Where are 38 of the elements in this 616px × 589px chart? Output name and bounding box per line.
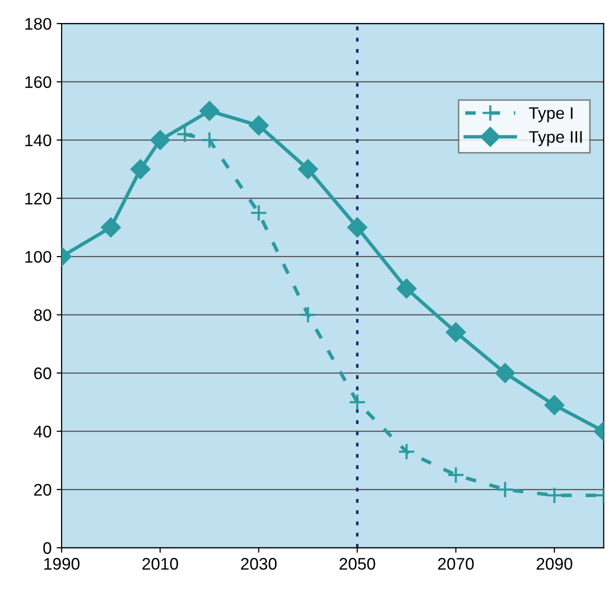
point: [299, 306, 317, 324]
legend-label: Type I: [528, 107, 572, 122]
point: [250, 204, 268, 222]
legend-label: Type III: [528, 131, 582, 146]
y-tick-label: 160: [25, 76, 52, 88]
point: [447, 466, 465, 484]
y-tick-label: 60: [34, 367, 52, 380]
x-tick-label: 2030: [241, 558, 277, 570]
point: [200, 101, 220, 121]
point: [130, 159, 150, 180]
y-tick-label: 80: [34, 309, 52, 321]
point: [298, 159, 318, 180]
x-tick-label: 2090: [536, 558, 572, 570]
x-tick-label: 2010: [142, 558, 178, 570]
y-tick-label: 180: [25, 18, 52, 30]
point: [248, 116, 269, 136]
point: [546, 486, 564, 504]
point: [544, 395, 564, 415]
x-tick-label: 2070: [438, 558, 474, 570]
y-tick-label: 40: [34, 426, 52, 438]
point: [176, 126, 194, 143]
point: [347, 218, 368, 238]
x-tick-label: 1990: [44, 558, 80, 570]
y-tick-label: 140: [25, 134, 52, 146]
point: [348, 393, 366, 411]
y-tick-label: 0: [43, 542, 52, 554]
point: [100, 218, 121, 238]
x-tick-label: 2050: [340, 558, 376, 570]
y-tick-label: 120: [25, 192, 52, 204]
point: [446, 322, 466, 342]
point: [150, 130, 170, 150]
point: [495, 363, 516, 383]
y-tick-label: 100: [25, 250, 52, 263]
point: [396, 278, 416, 298]
point: [200, 131, 218, 149]
point: [398, 442, 416, 460]
y-tick-label: 20: [34, 484, 52, 496]
point: [496, 480, 514, 498]
